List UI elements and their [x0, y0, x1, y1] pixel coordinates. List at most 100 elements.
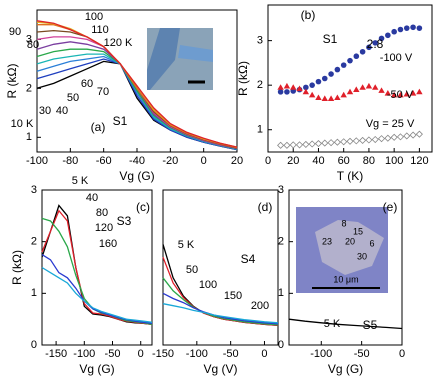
point: [277, 84, 284, 90]
y-tick-label: 2: [26, 82, 32, 94]
inset-e: [296, 207, 388, 293]
series-label: 30: [39, 105, 51, 117]
annotation: (e): [383, 200, 398, 214]
x-tick-label: 80: [363, 155, 375, 167]
point: [372, 84, 379, 90]
point: [352, 137, 360, 145]
flake: [147, 28, 180, 90]
point: [296, 85, 303, 92]
point: [377, 135, 386, 143]
point: [346, 88, 354, 95]
x-axis-label: Vg (G): [328, 362, 363, 376]
series-label: 90: [9, 26, 21, 38]
x-tick-label: -80: [62, 155, 78, 167]
y-tick-label: 3: [31, 184, 37, 196]
x-tick-label: 120: [410, 155, 428, 167]
annotation: S4: [241, 252, 256, 266]
series-label: 120 K: [104, 37, 133, 49]
series-line: [36, 20, 238, 148]
point: [277, 89, 284, 95]
point: [308, 140, 316, 148]
series-line: [41, 254, 153, 324]
point: [340, 91, 347, 98]
series-label: 40: [86, 192, 98, 204]
flake: [178, 45, 213, 62]
series-line: [162, 244, 279, 327]
point: [384, 134, 392, 142]
point: [290, 84, 297, 90]
annotation: S5: [363, 318, 378, 332]
x-axis-label: T (K): [337, 169, 363, 183]
point: [333, 138, 341, 146]
point: [397, 91, 404, 98]
x-tick-label: -100: [186, 348, 208, 360]
point: [321, 75, 328, 82]
y-tick-label: 3: [257, 35, 263, 47]
annotation: (c): [136, 200, 150, 214]
series-label: 70: [97, 86, 109, 98]
point: [403, 132, 411, 140]
x-tick-label: -40: [129, 155, 145, 167]
series-line: [162, 303, 279, 324]
y-tick-label: 1: [278, 287, 284, 299]
point: [334, 94, 341, 101]
y-tick-label: 0: [278, 339, 284, 351]
x-axis-label: Vg (V): [203, 362, 237, 376]
point: [309, 82, 315, 88]
point: [283, 141, 291, 149]
x-tick-label: -100: [310, 348, 332, 360]
series-label: 80: [27, 39, 39, 51]
annotation: S3: [117, 214, 132, 228]
annotation: (d): [258, 200, 273, 214]
x-axis-label: Vg (G): [79, 362, 114, 376]
x-tick-label: -100: [73, 348, 95, 360]
point: [327, 95, 335, 101]
inset-label: 10 μm: [333, 274, 358, 284]
point: [416, 25, 423, 31]
y-tick-label: 1: [31, 287, 37, 299]
inset-label: 6: [369, 238, 374, 248]
point: [347, 57, 353, 64]
point: [378, 87, 385, 93]
x-tick-label: 60: [338, 155, 350, 167]
series-label: 160: [99, 238, 117, 250]
series-label: 100: [199, 279, 217, 291]
series-label: 5 K: [72, 175, 89, 187]
x-tick-label: -100: [26, 155, 48, 167]
x-tick-label: -50: [354, 348, 370, 360]
inset-label: 23: [322, 236, 332, 246]
series-label: 50: [67, 92, 79, 104]
series-label: 5 K: [324, 318, 341, 330]
x-tick-label: 0: [201, 155, 207, 167]
series-line: [288, 318, 403, 330]
series-label: 40: [56, 105, 68, 117]
x-tick-label: -50: [105, 348, 121, 360]
y-tick-label: 1: [257, 124, 263, 136]
y-tick-label: 2: [278, 236, 284, 248]
point: [359, 84, 366, 90]
point: [365, 82, 373, 89]
plot-frame: [288, 189, 403, 346]
point: [303, 84, 309, 91]
series-label: Vg = 25 V: [366, 118, 415, 130]
point: [403, 25, 410, 31]
series-label: 120: [95, 222, 113, 234]
point: [308, 91, 316, 98]
point: [416, 88, 423, 95]
x-tick-label: 40: [312, 155, 324, 167]
point: [289, 141, 297, 149]
series-label: 10 K: [11, 118, 34, 130]
x-tick-label: -150: [45, 348, 67, 360]
point: [403, 90, 410, 97]
x-tick-label: 0: [138, 348, 144, 360]
point: [321, 95, 328, 101]
x-tick-label: -150: [152, 348, 174, 360]
series-label: 5 K: [178, 239, 195, 251]
series-label: -50 V: [387, 89, 414, 101]
point: [390, 91, 398, 98]
point: [359, 136, 367, 144]
point: [397, 26, 404, 33]
x-tick-label: 0: [265, 155, 271, 167]
annotation: S1: [323, 32, 338, 46]
